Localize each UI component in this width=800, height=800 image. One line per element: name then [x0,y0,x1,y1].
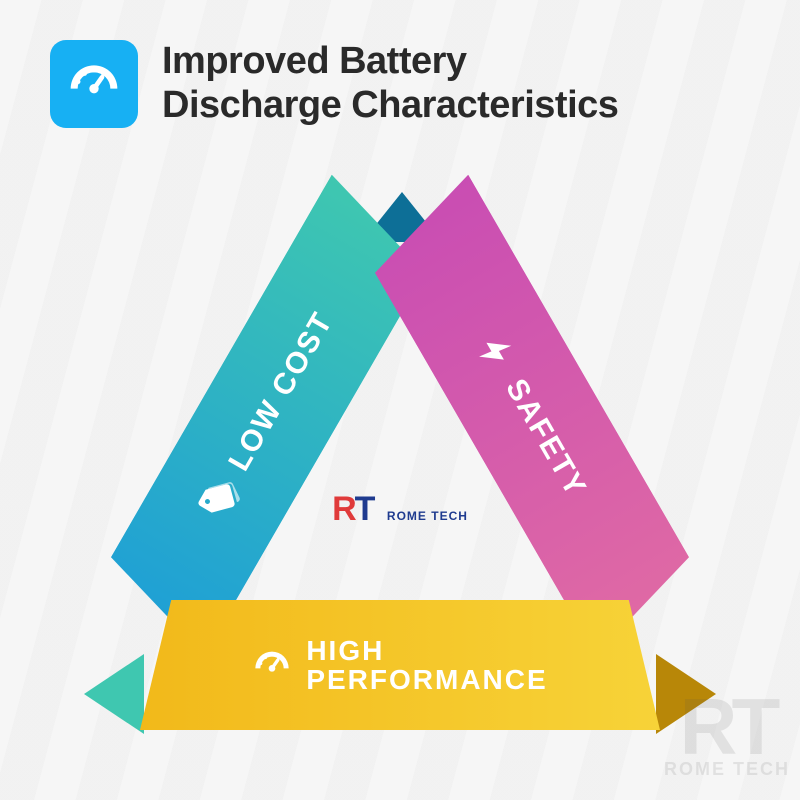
watermark: RT ROME TECH [664,695,790,780]
gauge-icon [252,645,292,685]
ribbon-high-performance: HIGH PERFORMANCE [140,600,660,730]
fold-bottom-left [84,654,144,734]
header: Improved Battery Discharge Characteristi… [0,0,800,148]
gauge-icon [66,56,122,112]
watermark-rt: RT [664,695,790,759]
title-line-2: Discharge Characteristics [162,84,618,128]
ribbon-safety: SAFETY [356,175,709,656]
watermark-brand: ROME TECH [664,759,790,780]
title-line-1: Improved Battery [162,40,618,84]
logo-r-letter: R [332,490,355,528]
brand-text: ROME TECH [387,509,468,523]
high-performance-label-2: PERFORMANCE [306,665,547,694]
infographic-container: Improved Battery Discharge Characteristi… [0,0,800,800]
triangle-diagram: LOW COST SAFETY [90,200,710,740]
high-performance-label-1: HIGH [306,636,547,665]
logo-t-letter: T [355,490,374,528]
page-title: Improved Battery Discharge Characteristi… [162,40,618,127]
center-brand-logo: RT ROME TECH [332,490,468,529]
header-gauge-icon [50,40,138,128]
